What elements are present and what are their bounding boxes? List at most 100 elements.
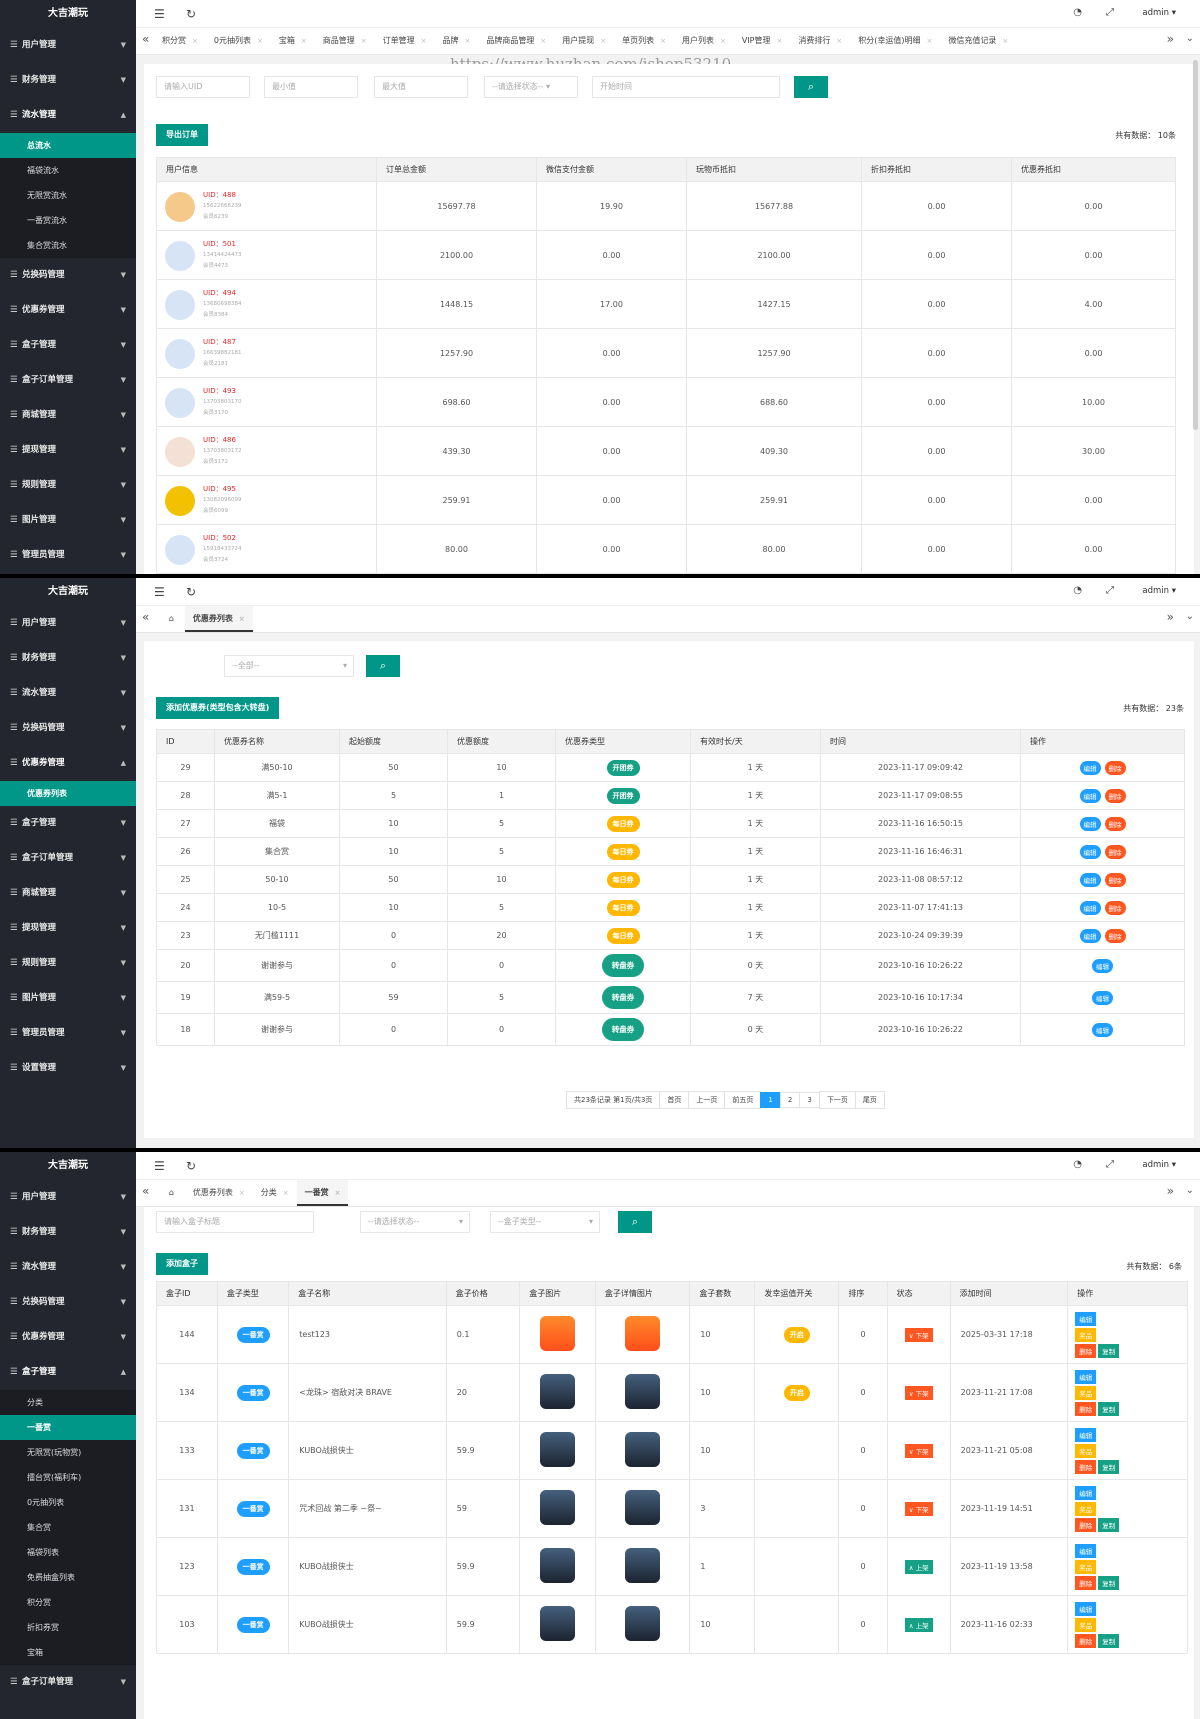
tab-item[interactable]: 积分赏 × — [154, 28, 206, 54]
type-select[interactable]: --全部-- ▾ — [224, 655, 354, 677]
edit-button[interactable]: 编辑 — [1075, 1369, 1097, 1384]
prize-button[interactable]: 奖品 — [1075, 1327, 1097, 1342]
search-button[interactable]: ⌕ — [618, 1211, 652, 1233]
sidebar-item[interactable]: ☰ 流水管理 ▲ — [0, 98, 136, 133]
close-icon[interactable]: × — [464, 37, 471, 45]
sidebar-item[interactable]: ☰ 优惠券管理 ▼ — [0, 1320, 136, 1355]
status-select[interactable]: --请选择状态-- ▾ — [360, 1211, 470, 1233]
sidebar-subitem[interactable]: 福袋列表 — [0, 1540, 136, 1565]
sidebar-item[interactable]: ☰ 商城管理 ▼ — [0, 876, 136, 911]
refresh-icon[interactable]: ↻ — [186, 585, 197, 599]
admin-menu[interactable]: admin ▾ — [1142, 8, 1176, 18]
pager-item[interactable]: 前五页 — [724, 1091, 762, 1109]
prize-button[interactable]: 奖品 — [1075, 1501, 1097, 1516]
edit-button[interactable]: 编辑 — [1079, 816, 1101, 831]
tab-item[interactable]: 分类 × — [253, 1180, 297, 1206]
edit-button[interactable]: 编辑 — [1075, 1311, 1097, 1326]
sidebar-item[interactable]: ☰ 财务管理 ▼ — [0, 63, 136, 98]
sidebar-item[interactable]: ☰ 用户管理 ▼ — [0, 606, 136, 641]
edit-button[interactable]: 编辑 — [1079, 760, 1101, 775]
fullscreen-icon[interactable]: ⤢ — [1106, 585, 1114, 596]
tabs-right-icon[interactable]: » — [1166, 1184, 1174, 1198]
sidebar-subitem[interactable]: 折扣券赏 — [0, 1615, 136, 1640]
pager-item[interactable]: 上一页 — [688, 1091, 726, 1109]
sidebar-item[interactable]: ☰ 用户管理 ▼ — [0, 28, 136, 63]
sidebar-item[interactable]: ☰ 优惠券管理 ▲ — [0, 746, 136, 781]
close-icon[interactable]: × — [192, 37, 198, 45]
sidebar-item[interactable]: ☰ 提现管理 ▼ — [0, 911, 136, 946]
prize-button[interactable]: 奖品 — [1075, 1559, 1097, 1574]
sidebar-item[interactable]: ☰ 优惠券管理 ▼ — [0, 293, 136, 328]
close-icon[interactable]: × — [1002, 37, 1009, 45]
delete-button[interactable]: 删除 — [1104, 760, 1126, 775]
edit-button[interactable]: 编辑 — [1092, 958, 1113, 973]
status-badge[interactable]: ∨ 下架 — [904, 1501, 933, 1516]
palette-icon[interactable]: ◔ — [1073, 7, 1082, 18]
palette-icon[interactable]: ◔ — [1073, 585, 1082, 596]
sidebar-item[interactable]: ☰ 兑换码管理 ▼ — [0, 711, 136, 746]
sidebar-item[interactable]: ☰ 流水管理 ▼ — [0, 1250, 136, 1285]
tab-item[interactable]: 宝箱 × — [271, 28, 315, 54]
sidebar-item[interactable]: ☰ 用户管理 ▼ — [0, 1180, 136, 1215]
tabs-right-icon[interactable]: » — [1166, 610, 1174, 624]
refresh-icon[interactable]: ↻ — [186, 1159, 197, 1173]
tab-item[interactable]: 一番赏 × — [296, 1180, 349, 1206]
sidebar-subitem[interactable]: 集合赏流水 — [0, 233, 136, 258]
close-icon[interactable]: × — [719, 37, 726, 45]
copy-button[interactable]: 复制 — [1098, 1575, 1120, 1590]
title-input[interactable]: 请输入盒子标题 — [156, 1211, 314, 1233]
close-icon[interactable]: × — [300, 37, 307, 45]
hamburger-icon[interactable]: ☰ — [154, 585, 165, 599]
palette-icon[interactable]: ◔ — [1073, 1159, 1082, 1170]
edit-button[interactable]: 编辑 — [1075, 1485, 1097, 1500]
sidebar-subitem[interactable]: 免费抽盒列表 — [0, 1565, 136, 1590]
sidebar-subitem[interactable]: 分类 — [0, 1390, 136, 1415]
close-icon[interactable]: × — [360, 37, 367, 45]
delete-button[interactable]: 删除 — [1104, 900, 1126, 915]
pager-item[interactable]: 3 — [799, 1092, 820, 1108]
status-select[interactable]: --请选择状态-- ▾ — [484, 76, 578, 98]
status-badge[interactable]: ∨ 下架 — [904, 1327, 933, 1342]
close-icon[interactable]: × — [420, 37, 427, 45]
close-icon[interactable]: × — [256, 37, 263, 45]
luck-switch-badge[interactable]: 开启 — [783, 1384, 810, 1401]
sidebar-item[interactable]: ☰ 盒子管理 ▲ — [0, 1355, 136, 1390]
luck-switch-badge[interactable]: 开启 — [783, 1326, 810, 1343]
tab-item[interactable]: 用户列表 × — [674, 28, 734, 54]
sidebar-item[interactable]: ☰ 财务管理 ▼ — [0, 1215, 136, 1250]
hamburger-icon[interactable]: ☰ — [154, 7, 165, 21]
delete-button[interactable]: 删除 — [1075, 1343, 1097, 1358]
sidebar-item[interactable]: ☰ 兑换码管理 ▼ — [0, 1285, 136, 1320]
sidebar-subitem[interactable]: 积分赏 — [0, 1590, 136, 1615]
close-icon[interactable]: × — [540, 37, 547, 45]
tab-item[interactable]: 商品管理 × — [315, 28, 375, 54]
max-input[interactable]: 最大值 — [374, 76, 468, 98]
search-button[interactable]: ⌕ — [366, 655, 400, 677]
home-icon[interactable]: ⌂ — [168, 614, 174, 623]
sidebar-item[interactable]: ☰ 管理员管理 ▼ — [0, 1016, 136, 1051]
sidebar-subitem[interactable]: 福袋流水 — [0, 158, 136, 183]
sidebar-item[interactable]: ☰ 盒子管理 ▼ — [0, 806, 136, 841]
status-badge[interactable]: ∧ 上架 — [904, 1559, 933, 1574]
status-badge[interactable]: ∨ 下架 — [904, 1443, 933, 1458]
tabs-menu-icon[interactable]: ⌄ — [1185, 33, 1194, 44]
sidebar-item[interactable]: ☰ 流水管理 ▼ — [0, 676, 136, 711]
edit-button[interactable]: 编辑 — [1092, 1022, 1113, 1037]
close-icon[interactable]: × — [282, 1189, 289, 1197]
admin-menu[interactable]: admin ▾ — [1142, 586, 1176, 596]
delete-button[interactable]: 删除 — [1104, 844, 1126, 859]
sidebar-subitem[interactable]: 一番赏 — [0, 1415, 136, 1440]
edit-button[interactable]: 编辑 — [1092, 990, 1113, 1005]
sidebar-item[interactable]: ☰ 兑换码管理 ▼ — [0, 258, 136, 293]
admin-menu[interactable]: admin ▾ — [1142, 1160, 1176, 1170]
status-badge[interactable]: ∧ 上架 — [904, 1617, 933, 1632]
sidebar-item[interactable]: ☰ 设置管理 ▼ — [0, 1051, 136, 1086]
tabs-left-icon[interactable]: « — [142, 32, 150, 46]
prize-button[interactable]: 奖品 — [1075, 1385, 1097, 1400]
copy-button[interactable]: 复制 — [1098, 1517, 1120, 1532]
tab-item[interactable]: VIP管理 × — [734, 28, 791, 54]
sidebar-subitem[interactable]: 总流水 — [0, 133, 136, 158]
sidebar-subitem[interactable]: 0元抽列表 — [0, 1490, 136, 1515]
start-time-input[interactable]: 开始时间 — [592, 76, 780, 98]
delete-button[interactable]: 删除 — [1075, 1459, 1097, 1474]
